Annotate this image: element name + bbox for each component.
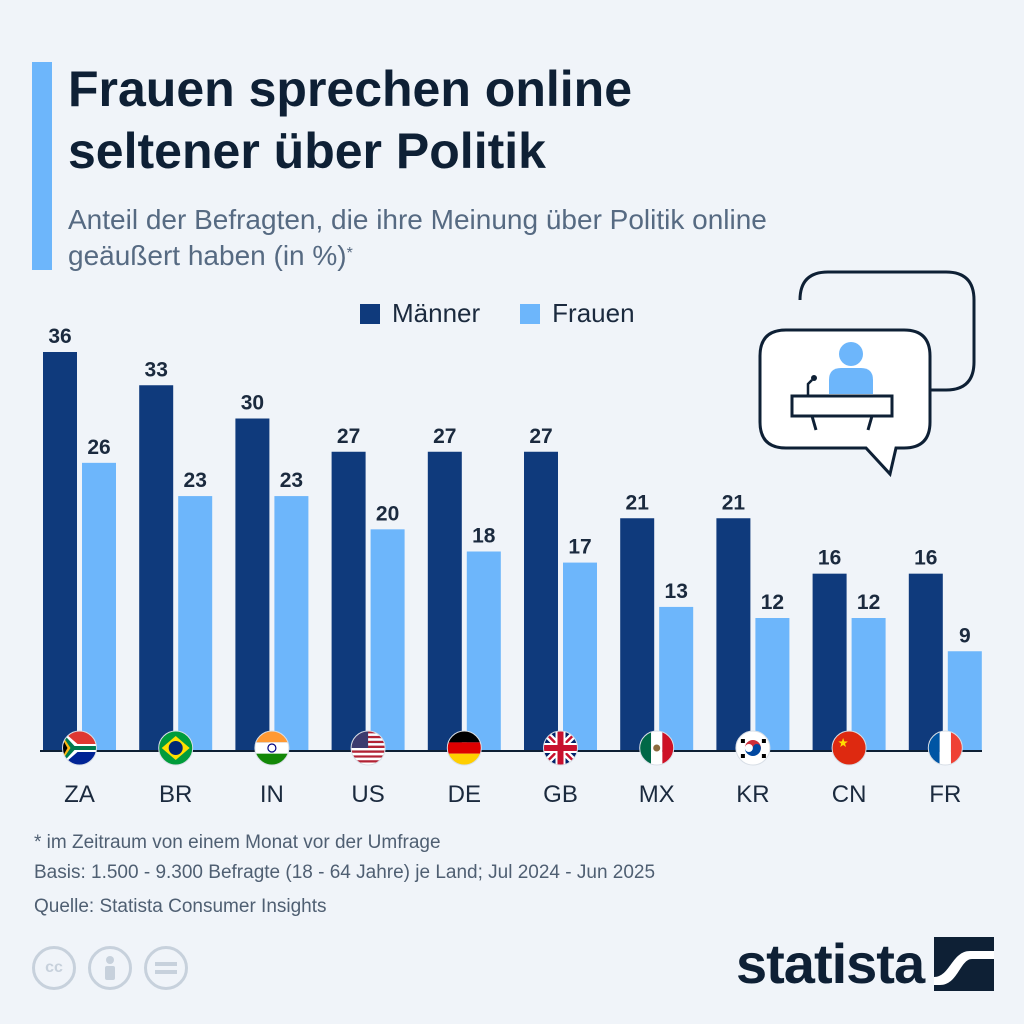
legend-label-frauen: Frauen [552, 298, 635, 328]
footnote-source: Quelle: Statista Consumer Insights [34, 896, 327, 917]
legend: Männer Frauen [360, 298, 661, 329]
bar-br-maenner [139, 385, 174, 751]
data-label-br-maenner: 33 [145, 358, 168, 381]
legend-item-maenner: Männer [360, 298, 480, 329]
uk-flag-icon [543, 730, 578, 766]
bar-cn-maenner [812, 573, 847, 751]
data-label-fr-frauen: 9 [959, 624, 971, 647]
south-korea-flag-icon [735, 730, 771, 766]
data-label-in-frauen: 23 [280, 469, 303, 492]
mexico-flag-icon [639, 730, 675, 766]
bar-chart: 362633233023272027182717211321121612169 … [40, 270, 982, 808]
bar-gb-frauen [563, 562, 597, 751]
data-label-cn-maenner: 16 [818, 547, 841, 570]
data-label-us-frauen: 20 [376, 502, 399, 525]
x-tick-label-kr: KR [736, 781, 769, 808]
data-label-cn-frauen: 12 [857, 591, 880, 614]
data-label-gb-frauen: 17 [568, 536, 591, 559]
brazil-flag-icon [158, 730, 194, 766]
bar-kr-maenner [716, 518, 751, 751]
statista-logo: statista [736, 932, 995, 995]
china-flag-icon [831, 730, 867, 766]
usa-flag-icon [350, 730, 386, 766]
chart-title: Frauen sprechen online seltener über Pol… [68, 61, 633, 179]
data-label-kr-frauen: 12 [761, 591, 784, 614]
brand-text: statista [736, 932, 925, 995]
x-tick-label-mx: MX [639, 781, 675, 808]
footnote-basis: Basis: 1.500 - 9.300 Befragte (18 - 64 J… [34, 862, 656, 883]
bar-br-frauen [178, 496, 213, 751]
data-label-de-frauen: 18 [472, 525, 496, 548]
bar-in-maenner [235, 418, 270, 751]
flags-layer [62, 730, 963, 766]
bar-fr-maenner [908, 573, 943, 751]
creative-commons-icon: cc [32, 946, 76, 990]
data-label-us-maenner: 27 [337, 425, 360, 448]
license-icons: cc [32, 946, 188, 990]
data-label-in-maenner: 30 [241, 392, 264, 415]
legend-swatch-maenner [360, 303, 380, 324]
bar-de-maenner [427, 451, 462, 751]
data-label-fr-maenner: 16 [914, 547, 937, 570]
legend-item-frauen: Frauen [520, 298, 635, 329]
data-label-de-maenner: 27 [433, 425, 456, 448]
x-tick-label-gb: GB [543, 781, 578, 808]
germany-flag-icon [446, 730, 482, 766]
data-label-kr-maenner: 21 [722, 491, 746, 514]
bar-us-frauen [370, 529, 405, 751]
attribution-icon [88, 946, 132, 990]
bar-kr-frauen [755, 618, 790, 751]
x-tick-label-za: ZA [64, 781, 95, 808]
south-africa-flag-icon [62, 730, 97, 766]
x-tick-label-cn: CN [832, 781, 867, 808]
legend-label-maenner: Männer [392, 298, 481, 328]
france-flag-icon [927, 730, 963, 766]
bar-za-frauen [82, 462, 116, 751]
bar-za-maenner [43, 352, 77, 751]
x-tick-label-fr: FR [929, 781, 961, 808]
data-label-gb-maenner: 27 [529, 425, 552, 448]
data-label-br-frauen: 23 [184, 469, 207, 492]
x-tick-label-br: BR [159, 781, 192, 808]
data-label-mx-maenner: 21 [626, 491, 650, 514]
bar-us-maenner [331, 451, 366, 751]
statista-wave-icon [934, 937, 995, 991]
bar-mx-maenner [620, 518, 655, 751]
chart-subtitle: Anteil der Befragten, die ihre Meinung ü… [68, 202, 768, 274]
bar-de-frauen [466, 551, 501, 751]
no-derivatives-icon [144, 946, 188, 990]
bar-mx-frauen [659, 606, 694, 751]
data-label-mx-frauen: 13 [665, 580, 688, 603]
accent-bar [32, 62, 52, 270]
subtitle-footnote-mark: * [346, 245, 353, 262]
legend-swatch-frauen [520, 303, 541, 324]
politician-speech-icon [758, 270, 976, 478]
x-tick-label-in: IN [260, 781, 284, 808]
bars-layer: 36 26 33 23 30 23 27 20 27 18 27 17 21 13 21 12 16 12 16 9 [43, 325, 982, 751]
footnote: * im Zeitraum von einem Monat vor der Um… [34, 828, 655, 922]
data-label-za-maenner: 36 [48, 325, 71, 348]
x-labels-layer: ZA BR IN US DE GB MX KR CN FR [64, 781, 961, 808]
bar-cn-frauen [851, 618, 886, 751]
data-label-za-frauen: 26 [87, 436, 110, 459]
subtitle-text: Anteil der Befragten, die ihre Meinung ü… [68, 204, 767, 271]
bar-in-frauen [274, 496, 309, 751]
x-tick-label-de: DE [448, 781, 481, 808]
bar-gb-maenner [524, 451, 558, 751]
footnote-period: * im Zeitraum von einem Monat vor der Um… [34, 832, 441, 853]
india-flag-icon [254, 730, 290, 766]
x-tick-label-us: US [351, 781, 384, 808]
